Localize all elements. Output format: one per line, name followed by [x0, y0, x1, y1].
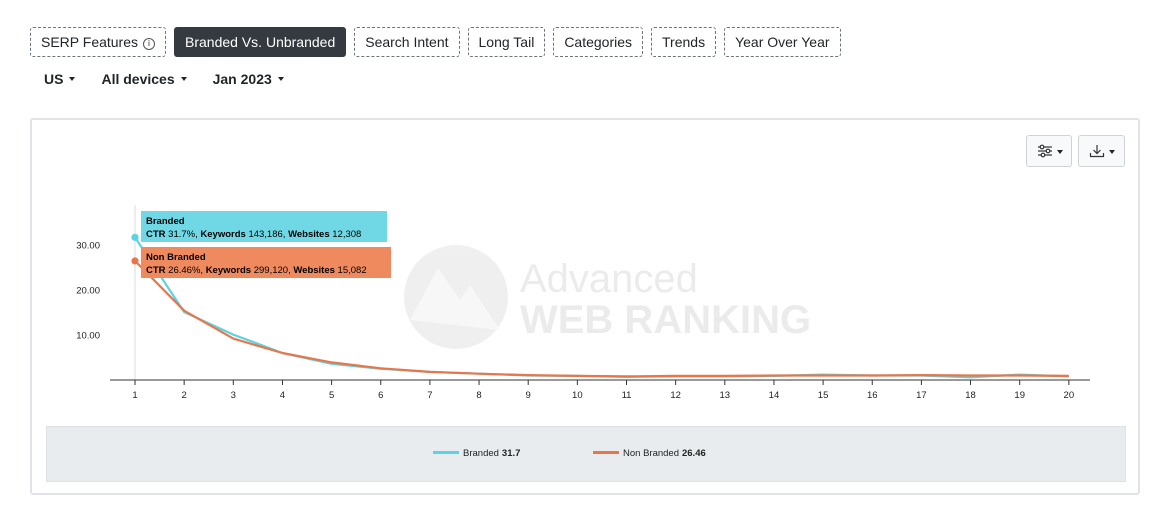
info-icon[interactable]: i [143, 38, 156, 50]
x-tick-label: 9 [526, 390, 531, 401]
x-tick-label: 3 [231, 390, 236, 401]
tab-long-tail[interactable]: Long Tail [467, 27, 546, 57]
legend-swatch-non-branded [593, 451, 619, 454]
x-tick-label: 20 [1064, 390, 1075, 401]
devices-dropdown[interactable]: All devices [101, 70, 187, 88]
tooltip-non-branded: Non Branded CTR 26.46%, Keywords 299,120… [141, 247, 391, 278]
watermark-mountain-shape [410, 268, 500, 330]
x-tick-label: 8 [476, 390, 481, 401]
x-tick-label: 11 [622, 390, 632, 401]
legend-value: 31.7 [501, 448, 521, 459]
x-tick-label: 7 [427, 390, 432, 401]
date-dropdown[interactable]: Jan 2023 [213, 70, 284, 88]
country-dropdown[interactable]: US [44, 70, 76, 88]
x-tick-label: 5 [329, 390, 334, 401]
watermark-text-web-ranking: WEB RANKING [520, 298, 811, 342]
legend-item-branded[interactable]: Branded 31.7 [433, 448, 520, 459]
caret-down-icon [1109, 150, 1115, 154]
y-tick-label: 10.00 [76, 331, 100, 342]
x-tick-label: 12 [670, 390, 681, 401]
filter-bar: US All devices Jan 2023 [44, 70, 310, 88]
x-tick-label: 13 [720, 390, 731, 401]
tab-label: SERP Features [41, 34, 139, 50]
watermark: Advanced WEB RANKING [404, 245, 811, 349]
x-tick-label: 14 [769, 390, 780, 401]
tooltip-branded-box [141, 211, 387, 242]
x-tick-label: 15 [818, 390, 829, 401]
caret-down-icon [1057, 150, 1063, 154]
series-group [131, 233, 1069, 379]
tab-categories[interactable]: Categories [553, 27, 644, 57]
x-tick-label: 1 [132, 390, 137, 401]
chart-legend: Branded 31.7 Non Branded 26.46 [46, 426, 1126, 482]
hover-point-non-branded[interactable] [131, 257, 139, 265]
x-tick-label: 16 [867, 390, 878, 401]
x-tick-label: 19 [1014, 390, 1025, 401]
tooltip-branded-title: Branded [146, 216, 185, 227]
series-line-non-branded [134, 260, 1069, 378]
caret-down-icon [69, 77, 76, 81]
tooltip-branded-metrics: CTR 31.7%, Keywords 143,186, Websites 12… [146, 229, 361, 240]
date-label: Jan 2023 [212, 71, 272, 87]
devices-label: All devices [101, 71, 175, 87]
legend-swatch-branded [433, 451, 459, 454]
download-icon [1089, 145, 1105, 158]
x-tick-label: 17 [916, 390, 927, 401]
watermark-text-advanced: Advanced [520, 257, 698, 301]
tooltip-non-branded-box [141, 247, 391, 278]
hover-point-branded[interactable] [131, 233, 139, 241]
x-tick-label: 6 [378, 390, 383, 401]
tab-branded-vs-unbranded[interactable]: Branded Vs. Unbranded [174, 27, 347, 57]
chart-download-button[interactable] [1078, 135, 1125, 167]
x-axis: 1 2 3 4 5 6 7 8 9 10 11 12 13 14 15 16 17 18 19 20 [132, 380, 1074, 401]
tab-search-intent[interactable]: Search Intent [354, 27, 460, 57]
x-tick-label: 4 [280, 390, 285, 401]
y-axis: 30.00 20.00 10.00 [76, 241, 100, 342]
caret-down-icon [277, 77, 284, 81]
legend-label: Branded [463, 448, 499, 459]
y-tick-label: 20.00 [76, 286, 100, 297]
chart-card: Branded 31.7 Non Branded 26.46 [30, 118, 1140, 495]
x-tick-label: 2 [182, 390, 187, 401]
legend-label: Non Branded [623, 448, 679, 459]
report-tabs: SERP Features i Branded Vs. Unbranded Sea… [30, 27, 841, 57]
chart-settings-button[interactable] [1026, 135, 1072, 167]
legend-item-non-branded[interactable]: Non Branded 26.46 [593, 448, 706, 459]
tooltip-non-branded-metrics: CTR 26.46%, Keywords 299,120, Websites 1… [146, 265, 367, 276]
sliders-icon [1038, 144, 1052, 158]
caret-down-icon [180, 77, 187, 81]
legend-value: 26.46 [681, 448, 706, 459]
tooltip-non-branded-title: Non Branded [146, 252, 206, 263]
tab-year-over-year[interactable]: Year Over Year [724, 27, 841, 57]
y-tick-label: 30.00 [76, 241, 100, 252]
tab-trends[interactable]: Trends [651, 27, 717, 57]
tooltip-branded: Branded CTR 31.7%, Keywords 143,186, Web… [141, 211, 387, 242]
x-tick-label: 18 [965, 390, 976, 401]
country-label: US [44, 71, 64, 87]
x-tick-label: 10 [572, 390, 583, 401]
tab-serp-features[interactable]: SERP Features i [30, 27, 167, 57]
